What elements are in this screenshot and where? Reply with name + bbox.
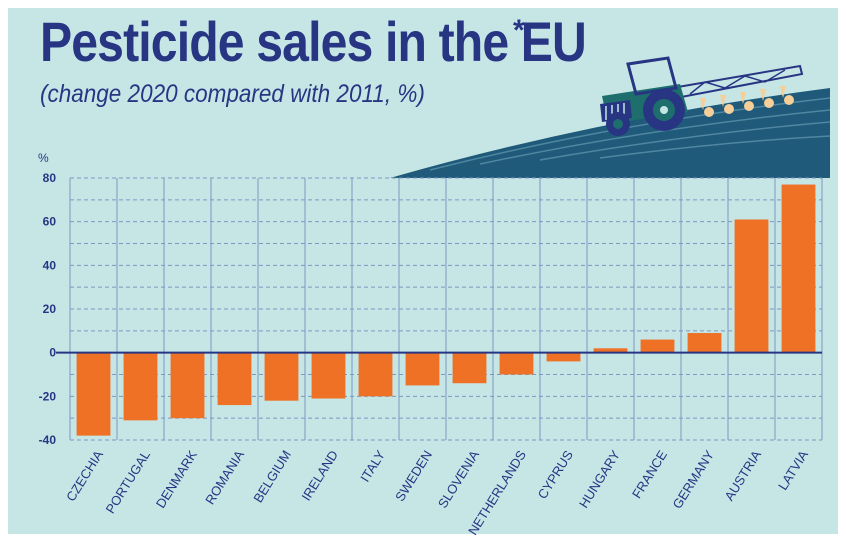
y-axis-unit: % (38, 151, 49, 165)
x-tick-label: IRELAND (298, 448, 341, 504)
x-tick-label: CYPRUS (535, 447, 577, 501)
bar-denmark (170, 352, 205, 419)
x-tick-label: AUSTRIA (721, 447, 764, 503)
y-tick-label: 40 (43, 258, 57, 272)
x-tick-label: GERMANY (669, 447, 717, 511)
bar-latvia (781, 184, 816, 353)
bar-italy (358, 352, 393, 397)
y-tick-label: 60 (43, 215, 57, 229)
x-tick-label: LATVIA (775, 447, 811, 492)
bar-hungary (593, 348, 628, 353)
bar-austria (734, 219, 769, 353)
y-tick-label: 0 (49, 346, 56, 360)
x-tick-label: BELGIUM (250, 448, 294, 506)
x-tick-label: PORTUGAL (103, 448, 153, 516)
plot-grid (69, 177, 823, 441)
chart-panel (8, 8, 838, 534)
x-tick-label: HUNGARY (576, 447, 623, 510)
x-tick-label: SLOVENIA (435, 447, 482, 510)
bar-ireland (311, 352, 346, 399)
chart-title: Pesticide sales in the EU (40, 10, 587, 73)
tractor-spraying-field-icon (600, 56, 804, 136)
bar-romania (217, 352, 252, 406)
x-tick-label: SWEDEN (392, 448, 435, 504)
bar-cyprus (546, 352, 581, 362)
bars (76, 184, 816, 436)
x-tick-label: FRANCE (629, 447, 670, 501)
x-tick-label: ROMANIA (202, 447, 247, 507)
y-tick-label: -20 (39, 389, 57, 403)
bar-czechia (76, 352, 111, 436)
bar-france (640, 339, 675, 353)
x-tick-label: ITALY (357, 447, 388, 484)
bar-sweden (405, 352, 440, 386)
y-tick-label: 80 (43, 171, 57, 185)
chart-subtitle: (change 2020 compared with 2011, %) (40, 80, 425, 108)
x-tick-label: CZECHIA (63, 447, 106, 504)
x-tick-label: DENMARK (153, 447, 200, 510)
y-tick-label: 20 (43, 302, 57, 316)
field-hill (390, 88, 831, 178)
bar-netherlands (499, 352, 534, 375)
bar-slovenia (452, 352, 487, 384)
y-tick-label: -40 (39, 433, 57, 447)
bar-portugal (123, 352, 158, 421)
y-tick-labels: 80 60 40 20 0 -20 -40 (39, 171, 57, 447)
bar-belgium (264, 352, 299, 401)
bar-germany (687, 333, 722, 353)
title-asterisk: * (513, 14, 525, 47)
